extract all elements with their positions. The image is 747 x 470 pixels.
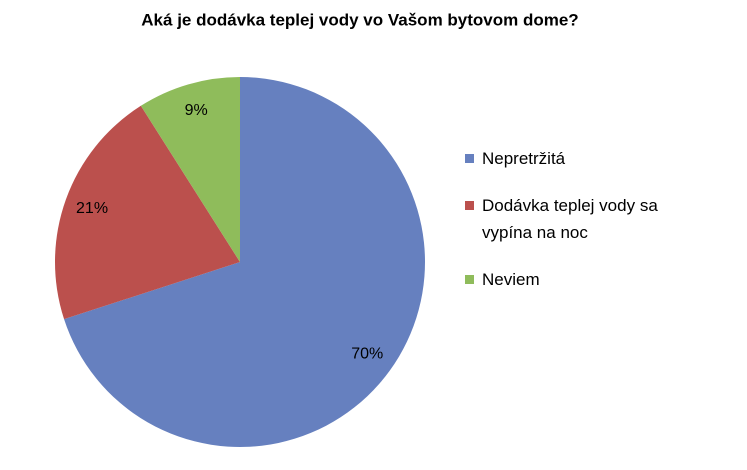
pie-slice — [54, 105, 240, 320]
legend-item: Neviem — [465, 266, 725, 293]
data-label: 9% — [185, 102, 208, 119]
legend-item: Dodávka teplej vody sa vypína na noc — [465, 192, 725, 246]
legend-swatch — [465, 154, 474, 163]
legend: Nepretržitá Dodávka teplej vody sa vypína… — [465, 145, 725, 313]
pie-slice — [64, 77, 425, 447]
legend-label: Dodávka teplej vody sa vypína na noc — [482, 196, 658, 242]
chart-title: Aká je dodávka teplej vody vo Vašom byto… — [141, 10, 578, 29]
legend-label: Nepretržitá — [482, 149, 566, 168]
data-label: 70% — [351, 346, 383, 363]
legend-label: Neviem — [482, 270, 540, 289]
legend-swatch — [465, 275, 474, 284]
legend-item: Nepretržitá — [465, 145, 725, 172]
data-label: 21% — [76, 200, 108, 217]
legend-swatch — [465, 201, 474, 210]
pie-slice — [140, 77, 240, 262]
